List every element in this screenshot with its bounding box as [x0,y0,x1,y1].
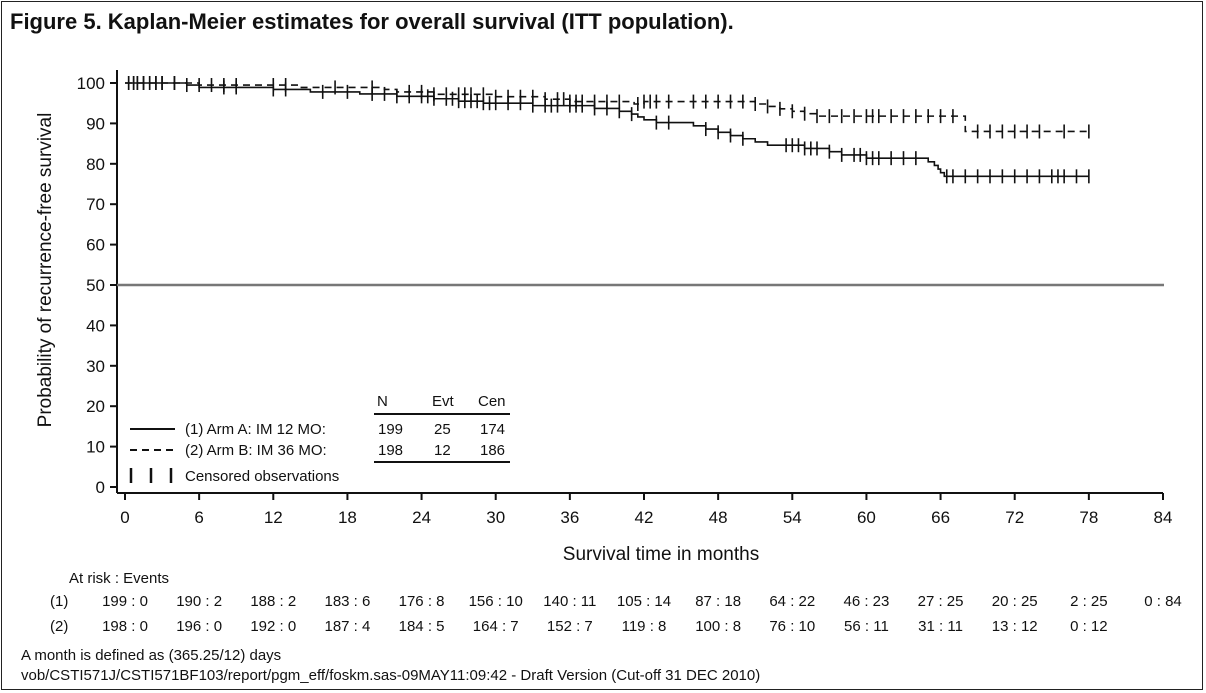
at-risk-cell: 20 : 25 [991,593,1038,610]
at-risk-cell: 31 : 11 [918,618,963,635]
at-risk-cell: 64 : 22 [769,593,816,610]
at-risk-cell: 27 : 25 [917,593,964,610]
at-risk-cell: 2 : 25 [1070,593,1108,610]
table-cell-arm-b-evt: 12 [434,442,451,459]
at-risk-cell: 13 : 12 [991,618,1038,635]
summary-table: N Evt Cen (1) Arm A: IM 12 MO: 199 25 17… [129,393,510,485]
x-tick-label: 78 [1079,508,1098,527]
at-risk-cell: 46 : 23 [843,593,890,610]
legend-label-arm-b: (2) Arm B: IM 36 MO: [185,442,327,459]
at-risk-cell: 176 : 8 [398,593,445,610]
at-risk-cell: 0 : 12 [1070,618,1108,635]
at-risk-title: At risk : Events [69,570,170,587]
at-risk-cell: 190 : 2 [176,593,223,610]
table-cell-arm-a-evt: 25 [434,421,451,438]
at-risk-row-label-1: (1) [50,593,69,610]
y-ticks: 0 10 20 30 40 50 60 70 80 90 100 [77,74,117,497]
at-risk-cell: 152 : 7 [546,618,593,635]
x-tick-label: 0 [120,508,129,527]
legend-label-arm-a: (1) Arm A: IM 12 MO: [185,421,326,438]
at-risk-cell: 156 : 10 [468,593,523,610]
table-cell-arm-a-n: 199 [378,421,403,438]
table-cell-arm-a-cen: 174 [480,421,505,438]
x-tick-label: 48 [709,508,728,527]
at-risk-cell: 0 : 84 [1144,593,1182,610]
censor-symbol-icon [129,468,173,483]
x-tick-label: 36 [560,508,579,527]
at-risk-cell: 56 : 11 [844,618,889,635]
y-tick-label: 0 [96,478,105,497]
x-tick-label: 60 [857,508,876,527]
at-risk-cell: 196 : 0 [176,618,223,635]
x-tick-label: 66 [931,508,950,527]
y-tick-label: 70 [86,195,105,214]
table-cell-arm-b-n: 198 [378,442,403,459]
table-header-cen: Cen [478,393,506,410]
at-risk-cell: 105 : 14 [616,593,672,610]
censored-legend-label: Censored observations [185,468,339,485]
at-risk-cell: 100 : 8 [695,618,742,635]
at-risk-cell: 188 : 2 [250,593,297,610]
x-tick-label: 84 [1154,508,1173,527]
y-tick-label: 90 [86,114,105,133]
table-cell-arm-b-cen: 186 [480,442,505,459]
x-tick-label: 54 [783,508,802,527]
y-tick-label: 50 [86,276,105,295]
at-risk-cell: 198 : 0 [102,618,148,635]
x-tick-label: 30 [486,508,505,527]
at-risk-row-label-2: (2) [50,618,69,635]
chart-axes [116,70,1163,494]
at-risk-cell: 76 : 10 [769,618,816,635]
at-risk-cell: 192 : 0 [250,618,297,635]
at-risk-cell: 87 : 18 [695,593,742,610]
y-tick-label: 20 [86,397,105,416]
y-tick-label: 80 [86,155,105,174]
x-tick-label: 24 [412,508,431,527]
at-risk-cell: 187 : 4 [324,618,371,635]
at-risk-cell: 119 : 8 [621,618,667,635]
at-risk-cell: 199 : 0 [102,593,148,610]
x-tick-label: 18 [338,508,357,527]
y-tick-label: 40 [86,316,105,335]
x-axis-label: Survival time in months [563,544,759,565]
x-tick-label: 72 [1005,508,1024,527]
x-tick-label: 6 [194,508,203,527]
at-risk-cell: 183 : 6 [324,593,371,610]
y-tick-label: 60 [86,236,105,255]
footnote-program-path: vob/CSTI571J/CSTI571BF103/report/pgm_eff… [21,667,761,684]
survival-curve-arm-a [125,82,1089,178]
footnote-month-definition: A month is defined as (365.25/12) days [21,647,282,664]
x-tick-label: 42 [635,508,654,527]
x-ticks: 0 6 12 18 24 30 36 42 48 54 60 66 72 78 84 [120,493,1172,527]
at-risk-cell: 164 : 7 [472,618,519,635]
x-tick-label: 12 [264,508,283,527]
figure-title: Figure 5. Kaplan-Meier estimates for ove… [10,9,734,34]
y-tick-label: 10 [86,438,105,457]
at-risk-cell: 184 : 5 [398,618,445,635]
at-risk-cell: 140 : 11 [543,593,597,610]
table-header-evt: Evt [432,393,455,410]
table-header-n: N [377,393,388,410]
y-axis-label: Probability of recurrence-free survival [35,113,56,428]
survival-curves [125,76,1090,184]
y-tick-label: 100 [77,74,105,93]
y-tick-label: 30 [86,357,105,376]
